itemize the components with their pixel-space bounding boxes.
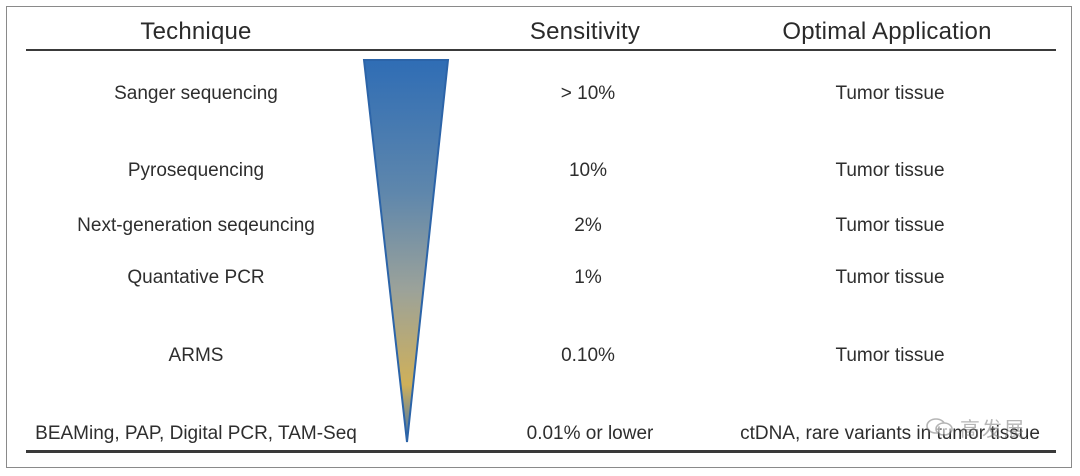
application-cell: Tumor tissue	[835, 267, 945, 288]
application-cell: Tumor tissue	[835, 345, 945, 366]
header-optimal-application: Optimal Application	[782, 18, 992, 45]
application-cell: ctDNA, rare variants in tumor tissue	[740, 423, 1040, 444]
sensitivity-cell: 2%	[574, 215, 602, 236]
sensitivity-cell: 10%	[568, 160, 608, 181]
technique-cell: BEAMing, PAP, Digital PCR, TAM-Seq	[35, 423, 357, 444]
technique-cell: Sanger sequencing	[114, 83, 278, 104]
sensitivity-gradient-wedge	[362, 59, 450, 443]
sensitivity-cell: 1%	[574, 267, 602, 288]
application-cell: Tumor tissue	[835, 83, 945, 104]
table-frame	[6, 6, 1072, 468]
sensitivity-cell: 0.01% or lower	[526, 423, 654, 444]
application-cell: Tumor tissue	[835, 160, 945, 181]
sensitivity-cell: 0.10%	[561, 345, 615, 366]
technique-cell: Next-generation seqeuncing	[77, 215, 315, 236]
application-cell: Tumor tissue	[835, 215, 945, 236]
header-rule	[26, 49, 1056, 51]
technique-cell: Quantative PCR	[127, 267, 265, 288]
footer-rule	[26, 450, 1056, 453]
header-sensitivity: Sensitivity	[529, 18, 641, 45]
technique-cell: Pyrosequencing	[127, 160, 265, 181]
technique-cell: ARMS	[168, 345, 224, 366]
sensitivity-cell: > 10%	[560, 83, 616, 104]
header-technique: Technique	[140, 18, 252, 45]
